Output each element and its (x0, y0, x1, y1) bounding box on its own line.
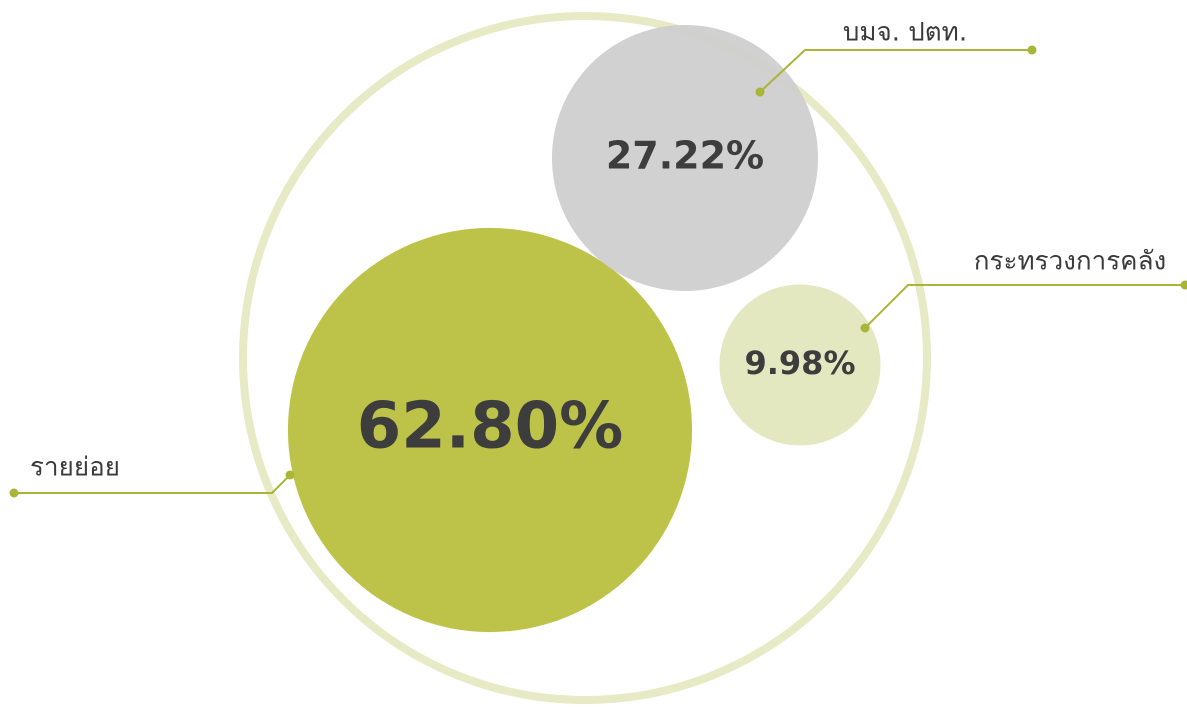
leader-dot (285, 470, 295, 480)
leader-dot (1180, 280, 1187, 290)
outer-ring (239, 12, 931, 704)
value-label: 9.98% (744, 344, 855, 382)
bubble (719, 284, 881, 446)
value-label: 27.22% (606, 134, 764, 178)
leader-line (14, 474, 291, 494)
leader-dot (860, 323, 870, 333)
leader-line (759, 49, 1032, 93)
leader-dot (9, 488, 19, 498)
bubble (551, 24, 819, 292)
bubble (287, 227, 693, 633)
category-label: รายย่อย (30, 453, 120, 483)
leader-line (864, 284, 1185, 329)
value-label: 62.80% (357, 390, 624, 464)
leader-dot (755, 87, 765, 97)
category-label: กระทรวงการคลัง (974, 247, 1166, 277)
category-label: บมจ. ปตท. (843, 18, 967, 48)
leader-dot (1027, 45, 1037, 55)
